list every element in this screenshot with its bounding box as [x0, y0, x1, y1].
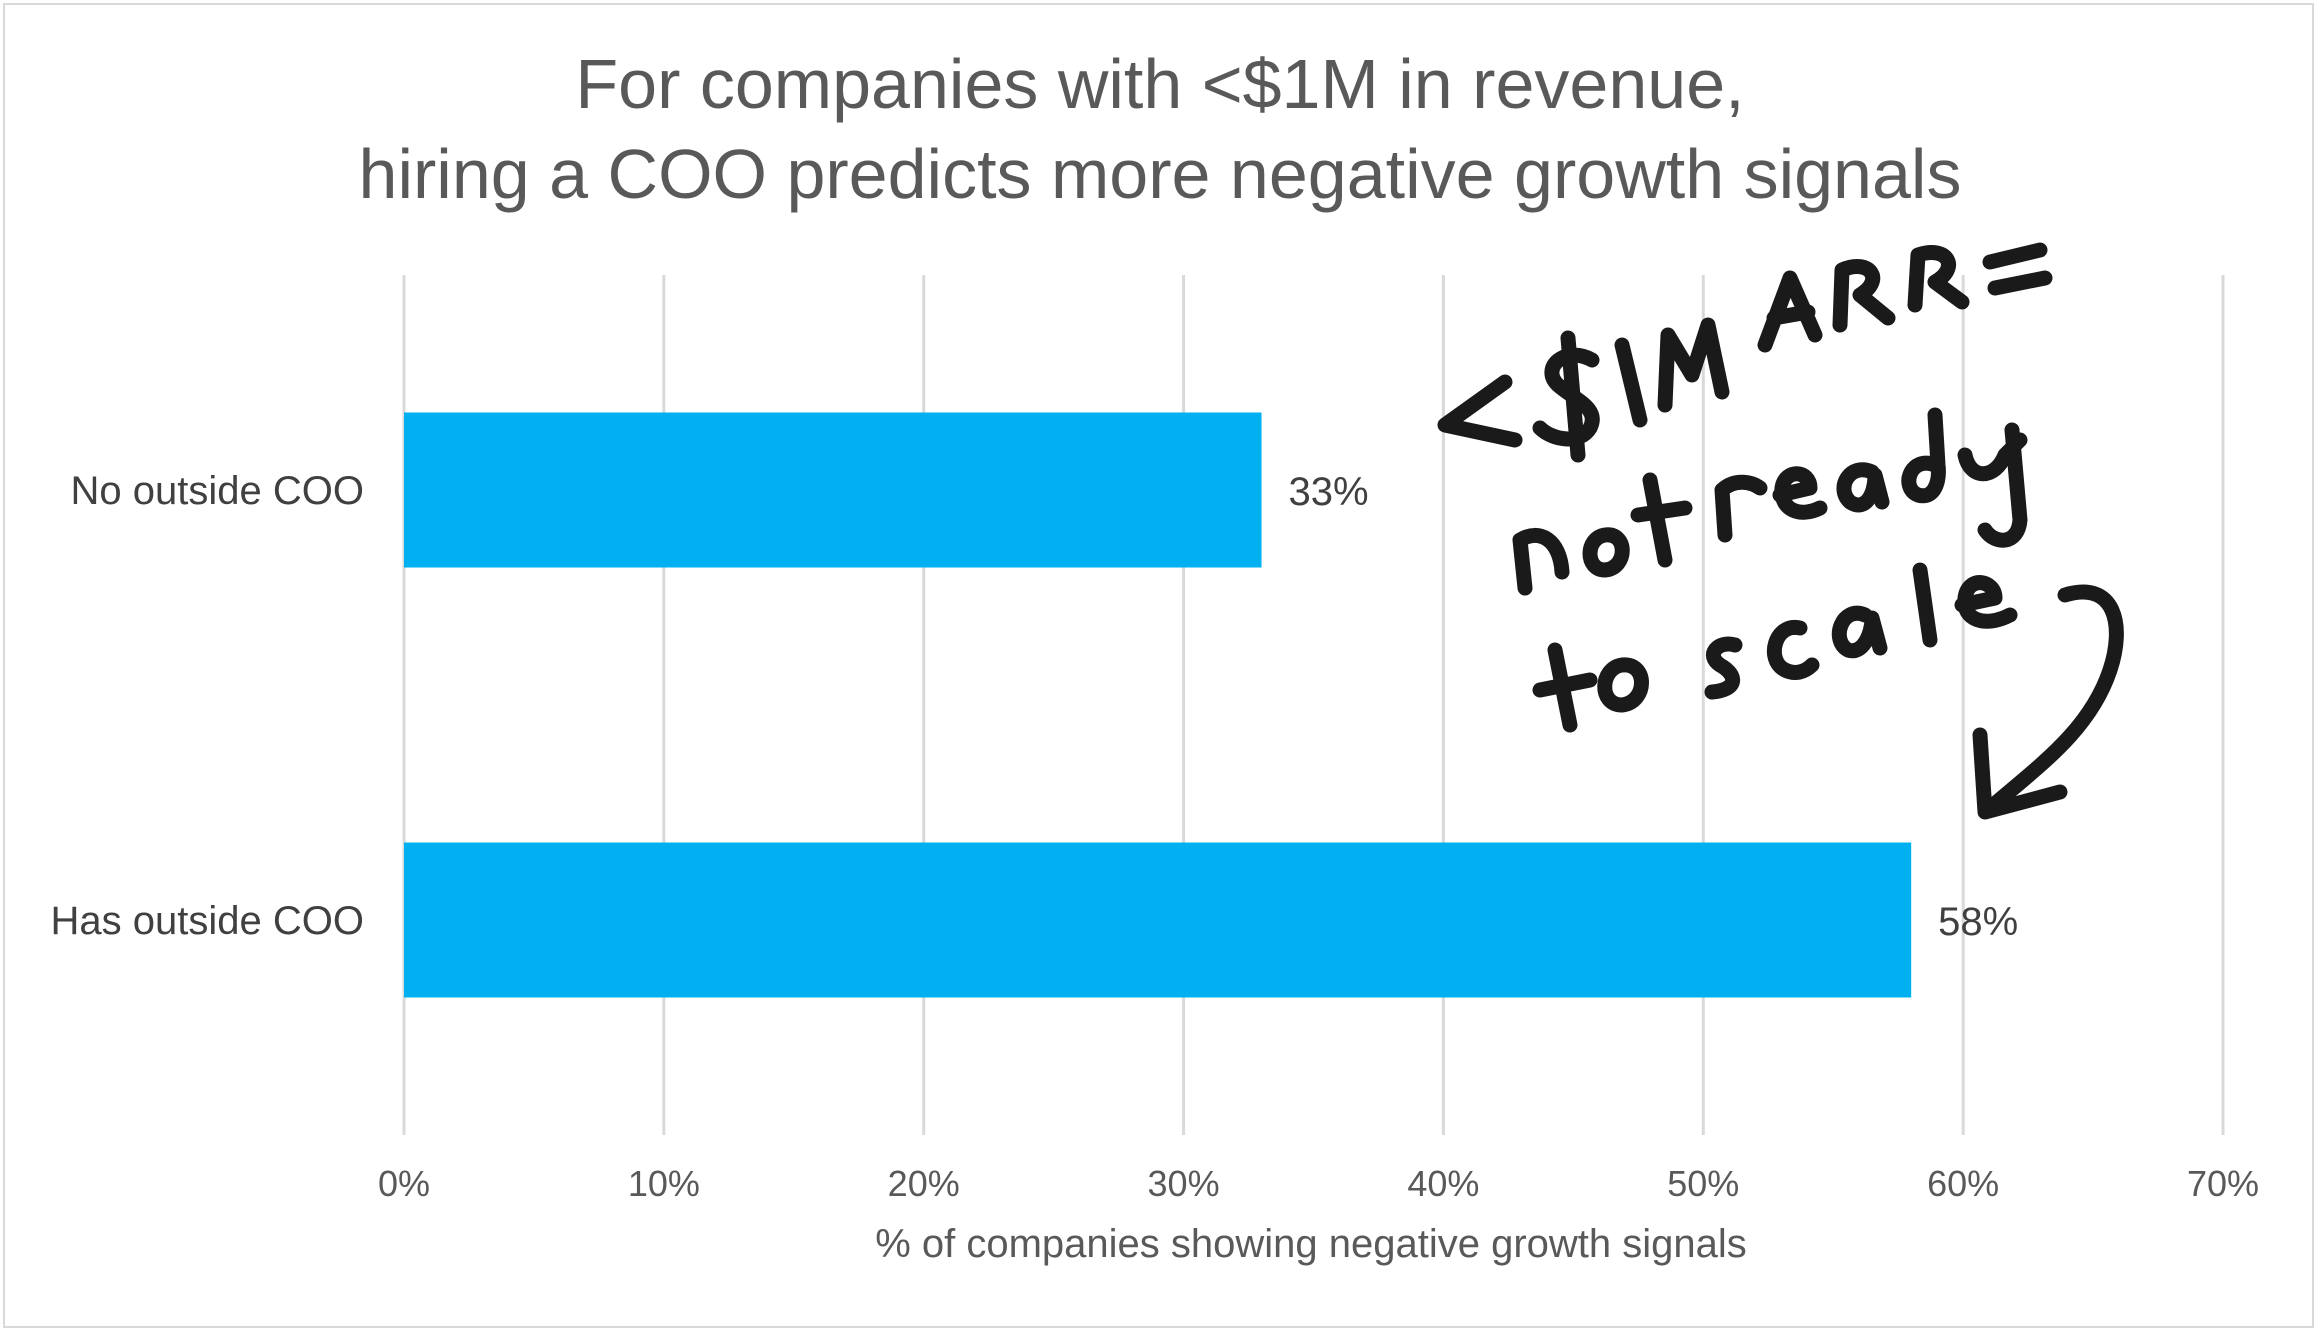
annotation-arrow	[1972, 584, 2124, 820]
x-tick-label: 20%	[888, 1163, 960, 1204]
bar	[404, 842, 1912, 998]
x-tick-labels: 0% 10% 20% 30% 40% 50% 60% 70%	[378, 1163, 2259, 1204]
annotation-line-3	[1532, 562, 2018, 733]
gridlines	[402, 275, 2225, 1135]
data-labels: 33% 58%	[1289, 470, 2019, 944]
x-tick-label: 40%	[1407, 1163, 1479, 1204]
x-axis-title: % of companies showing negative growth s…	[875, 1222, 1747, 1266]
handwritten-annotation	[1437, 242, 2124, 820]
bars	[404, 412, 1912, 998]
x-tick-label: 10%	[628, 1163, 700, 1204]
data-label: 33%	[1289, 470, 1369, 514]
x-tick-label: 0%	[378, 1163, 430, 1204]
category-label: No outside COO	[71, 469, 364, 513]
chart-title-line-2: hiring a COO predicts more negative grow…	[359, 135, 1962, 213]
category-label: Has outside COO	[51, 899, 364, 943]
chart-frame	[3, 3, 2314, 1328]
category-labels: No outside COO Has outside COO	[51, 469, 364, 943]
bar	[404, 412, 1262, 568]
data-label: 58%	[1938, 900, 2018, 944]
annotation-line-2	[1512, 407, 2028, 596]
x-tick-label: 60%	[1927, 1163, 1999, 1204]
annotation-line-1	[1437, 242, 2053, 463]
x-tick-label: 50%	[1667, 1163, 1739, 1204]
x-tick-label: 30%	[1148, 1163, 1220, 1204]
chart-title-line-1: For companies with <$1M in revenue,	[575, 45, 1744, 123]
x-tick-label: 70%	[2187, 1163, 2259, 1204]
